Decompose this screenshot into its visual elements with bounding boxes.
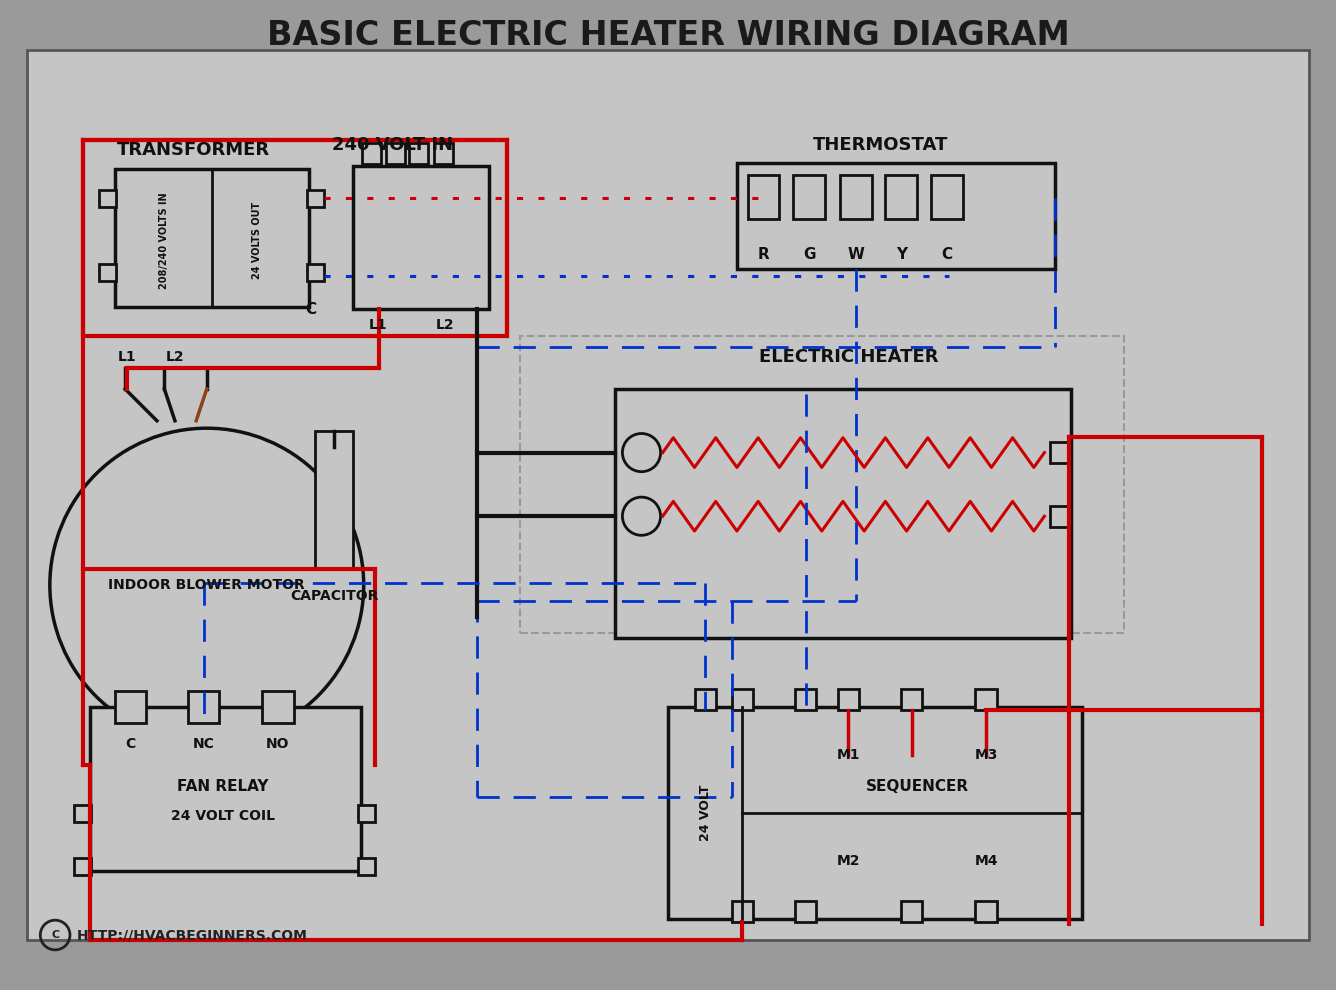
Text: TRANSFORMER: TRANSFORMER [116, 142, 270, 159]
Bar [840, 175, 871, 220]
Bar [353, 166, 489, 310]
Bar [307, 264, 325, 281]
Circle shape [49, 429, 363, 742]
Text: C: C [51, 930, 59, 940]
Bar [83, 140, 506, 336]
Bar [99, 190, 116, 207]
Bar [695, 689, 716, 710]
Bar [90, 707, 361, 871]
Text: SEQUENCER: SEQUENCER [866, 779, 969, 794]
Bar [795, 901, 816, 923]
Bar [409, 143, 429, 164]
Text: W: W [847, 247, 864, 261]
Text: NC: NC [192, 738, 215, 751]
Bar [1050, 506, 1069, 527]
Text: 24 VOLT: 24 VOLT [699, 785, 712, 842]
Circle shape [623, 434, 660, 471]
Bar [75, 805, 91, 822]
Text: BASIC ELECTRIC HEATER WIRING DIAGRAM: BASIC ELECTRIC HEATER WIRING DIAGRAM [267, 20, 1069, 52]
Bar [931, 175, 963, 220]
Bar [902, 689, 922, 710]
Text: M1: M1 [836, 747, 860, 761]
Text: L1: L1 [118, 350, 136, 364]
Bar [99, 264, 116, 281]
Text: 240 VOLT IN: 240 VOLT IN [331, 136, 453, 154]
Text: R: R [758, 247, 770, 261]
Text: FAN RELAY: FAN RELAY [176, 779, 269, 794]
Bar [386, 143, 405, 164]
Text: NO: NO [266, 738, 290, 751]
Text: M4: M4 [974, 853, 998, 868]
Bar [975, 901, 997, 923]
Text: 24 VOLTS OUT: 24 VOLTS OUT [251, 202, 262, 279]
Text: 208/240 VOLTS IN: 208/240 VOLTS IN [159, 192, 170, 289]
Bar [737, 163, 1055, 269]
Text: INDOOR BLOWER MOTOR: INDOOR BLOWER MOTOR [108, 578, 305, 592]
Bar [520, 336, 1124, 633]
Bar [975, 689, 997, 710]
Text: L2: L2 [436, 319, 454, 333]
Text: C: C [942, 247, 953, 261]
Bar [434, 143, 453, 164]
Bar [732, 689, 752, 710]
Bar [307, 190, 325, 207]
Bar [75, 857, 91, 874]
Text: ELECTRIC HEATER: ELECTRIC HEATER [759, 348, 938, 366]
Bar [1050, 442, 1069, 463]
Bar [902, 901, 922, 923]
Bar [262, 691, 294, 723]
Text: M3: M3 [974, 747, 998, 761]
Bar [838, 689, 859, 710]
Bar [732, 901, 752, 923]
Bar [115, 169, 309, 307]
Bar [668, 707, 1082, 919]
Text: L2: L2 [166, 350, 184, 364]
Text: L1: L1 [369, 319, 387, 333]
Bar [315, 432, 353, 569]
Bar [748, 175, 779, 220]
Bar [615, 389, 1071, 639]
Text: C: C [305, 302, 317, 317]
Text: M2: M2 [836, 853, 860, 868]
Text: CAPACITOR: CAPACITOR [290, 589, 378, 603]
Text: THERMOSTAT: THERMOSTAT [812, 136, 947, 154]
Text: 24 VOLT COIL: 24 VOLT COIL [171, 809, 275, 824]
Bar [362, 143, 381, 164]
Bar [358, 805, 375, 822]
Bar [886, 175, 918, 220]
Bar [115, 691, 147, 723]
Bar [358, 857, 375, 874]
Bar [187, 691, 219, 723]
Circle shape [623, 497, 660, 536]
Text: HTTP://HVACBEGINNERS.COM: HTTP://HVACBEGINNERS.COM [76, 928, 307, 942]
Bar [794, 175, 824, 220]
Text: G: G [803, 247, 815, 261]
Bar [795, 689, 816, 710]
Text: C: C [126, 738, 135, 751]
Text: Y: Y [895, 247, 907, 261]
